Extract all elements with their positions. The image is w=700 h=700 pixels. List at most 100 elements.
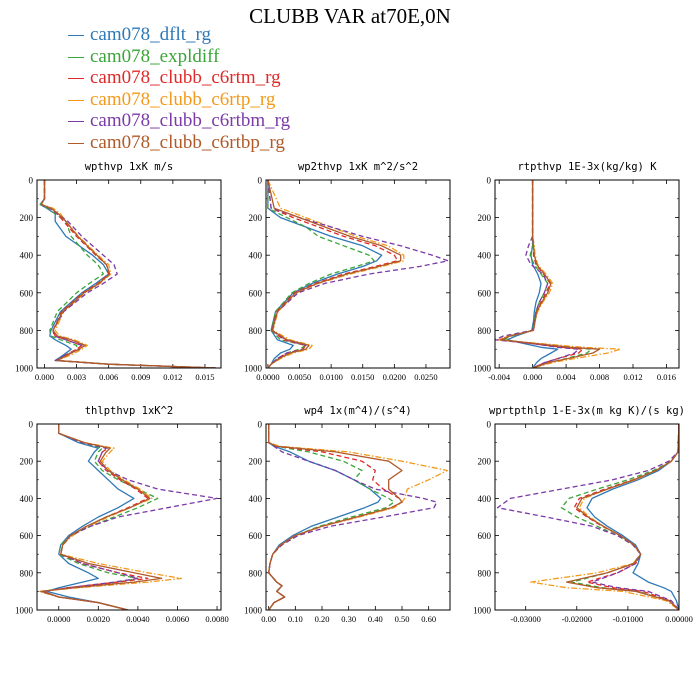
panel-title: wp4 1x(m^4)/(s^4)	[304, 405, 411, 417]
series-line	[267, 180, 449, 368]
series-group	[267, 180, 449, 368]
plot-frame	[265, 423, 451, 611]
x-tick-label: -0.02000	[562, 614, 592, 624]
y-tick-label: 1000	[15, 364, 34, 374]
x-tick-label: 0.00	[261, 614, 276, 624]
chart-panel: wprtpthlp 1-E-3x(m kg K)/(s kg) 0 200 400 60…	[473, 405, 693, 624]
y-tick-label: 800	[20, 326, 34, 336]
y-tick-label: 0	[29, 420, 34, 430]
series-line	[267, 180, 399, 368]
y-tick-label: 1000	[244, 364, 263, 374]
x-tick-label: 0.015	[195, 372, 214, 382]
series-line	[267, 180, 375, 368]
x-tick-label: 0.0100	[319, 372, 342, 382]
x-tick-label: 0.000	[35, 372, 54, 382]
x-tick-label: 0.0020	[87, 614, 110, 624]
plot-frame	[494, 423, 680, 611]
series-line	[565, 424, 679, 610]
y-tick-label: 400	[20, 251, 34, 261]
series-line	[39, 180, 216, 368]
series-group	[268, 424, 448, 610]
y-tick-label: 600	[20, 288, 34, 298]
y-tick-label: 800	[249, 326, 263, 336]
y-tick-label: 200	[249, 457, 263, 467]
x-tick-label: 0.0200	[383, 372, 406, 382]
legend-swatch	[68, 35, 84, 36]
series-group	[495, 180, 622, 368]
y-tick-label: 600	[20, 531, 34, 541]
y-tick-label: 400	[249, 251, 263, 261]
x-tick-label: 0.016	[657, 372, 676, 382]
x-tick-label: 0.0050	[288, 372, 311, 382]
x-tick-label: 0.004	[557, 372, 577, 382]
y-tick-label: 600	[478, 531, 492, 541]
x-tick-label: 0.012	[163, 372, 182, 382]
series-line	[530, 424, 679, 610]
legend-swatch	[68, 121, 84, 122]
series-line	[500, 180, 601, 368]
plot-frame	[36, 179, 222, 369]
y-tick-label: 200	[478, 457, 492, 467]
y-tick-label: 200	[20, 213, 34, 223]
y-tick-label: 1000	[473, 606, 492, 616]
y-tick-label: 400	[20, 494, 34, 504]
plot-frame	[494, 179, 680, 369]
x-tick-label: 0.40	[368, 614, 383, 624]
panel-title: wp2thvp 1xK m^2/s^2	[298, 161, 418, 173]
x-tick-label: 0.30	[341, 614, 356, 624]
legend-swatch	[68, 142, 84, 144]
series-line	[267, 180, 383, 368]
x-tick-label: 0.0000	[256, 372, 279, 382]
series-line	[40, 180, 216, 368]
x-tick-label: -0.01000	[613, 614, 643, 624]
series-line	[506, 180, 559, 368]
x-tick-label: -0.004	[488, 372, 511, 382]
legend-label: cam078_expldiff	[90, 45, 220, 67]
x-tick-label: 0.20	[315, 614, 330, 624]
x-tick-label: 0.003	[67, 372, 86, 382]
series-line	[267, 180, 402, 368]
x-tick-label: 0.008	[590, 372, 609, 382]
legend-label: cam078_dflt_rg	[90, 24, 212, 45]
y-tick-label: 200	[249, 213, 263, 223]
y-tick-label: 0	[258, 176, 263, 186]
x-tick-label: 0.10	[288, 614, 303, 624]
y-tick-label: 400	[478, 251, 492, 261]
series-line	[42, 424, 218, 610]
y-tick-label: 400	[249, 494, 263, 504]
y-tick-label: 0	[487, 420, 492, 430]
chart-panel: rtpthvp 1E-3x(kg/kg) K 0 200 400 600 800 1000-…	[473, 161, 680, 382]
y-tick-label: 600	[478, 288, 492, 298]
x-tick-label: 0.0040	[126, 614, 149, 624]
plot-frame	[36, 423, 222, 611]
y-tick-label: 200	[20, 457, 34, 467]
y-tick-label: 600	[249, 531, 263, 541]
series-line	[268, 424, 403, 610]
legend-label: cam078_clubb_c6rtbp_rg	[90, 131, 285, 153]
x-tick-label: 0.006	[99, 372, 118, 382]
y-tick-label: 1000	[15, 606, 34, 616]
series-line	[502, 180, 592, 368]
x-tick-label: 0.012	[623, 372, 642, 382]
x-tick-label: -0.03000	[510, 614, 540, 624]
y-tick-label: 400	[478, 494, 492, 504]
series-line	[560, 424, 679, 610]
y-tick-label: 1000	[244, 606, 263, 616]
series-group	[38, 424, 218, 610]
chart-panel: thlpthvp 1xK^2 0 200 400 600 800 1000 0.0000 0.0…	[15, 405, 229, 624]
series-line	[496, 424, 679, 610]
y-tick-label: 0	[29, 176, 34, 186]
series-line	[42, 424, 159, 610]
series-line	[40, 424, 163, 610]
legend-swatch	[68, 78, 84, 79]
y-tick-label: 800	[478, 326, 492, 336]
y-tick-label: 200	[478, 213, 492, 223]
x-tick-label: 0.0150	[351, 372, 374, 382]
panel-title: wprtpthlp 1-E-3x(m kg K)/(s kg)	[489, 405, 685, 417]
y-tick-label: 800	[478, 568, 492, 578]
y-tick-label: 800	[249, 568, 263, 578]
y-tick-label: 0	[258, 420, 263, 430]
x-tick-label: 0.60	[421, 614, 436, 624]
